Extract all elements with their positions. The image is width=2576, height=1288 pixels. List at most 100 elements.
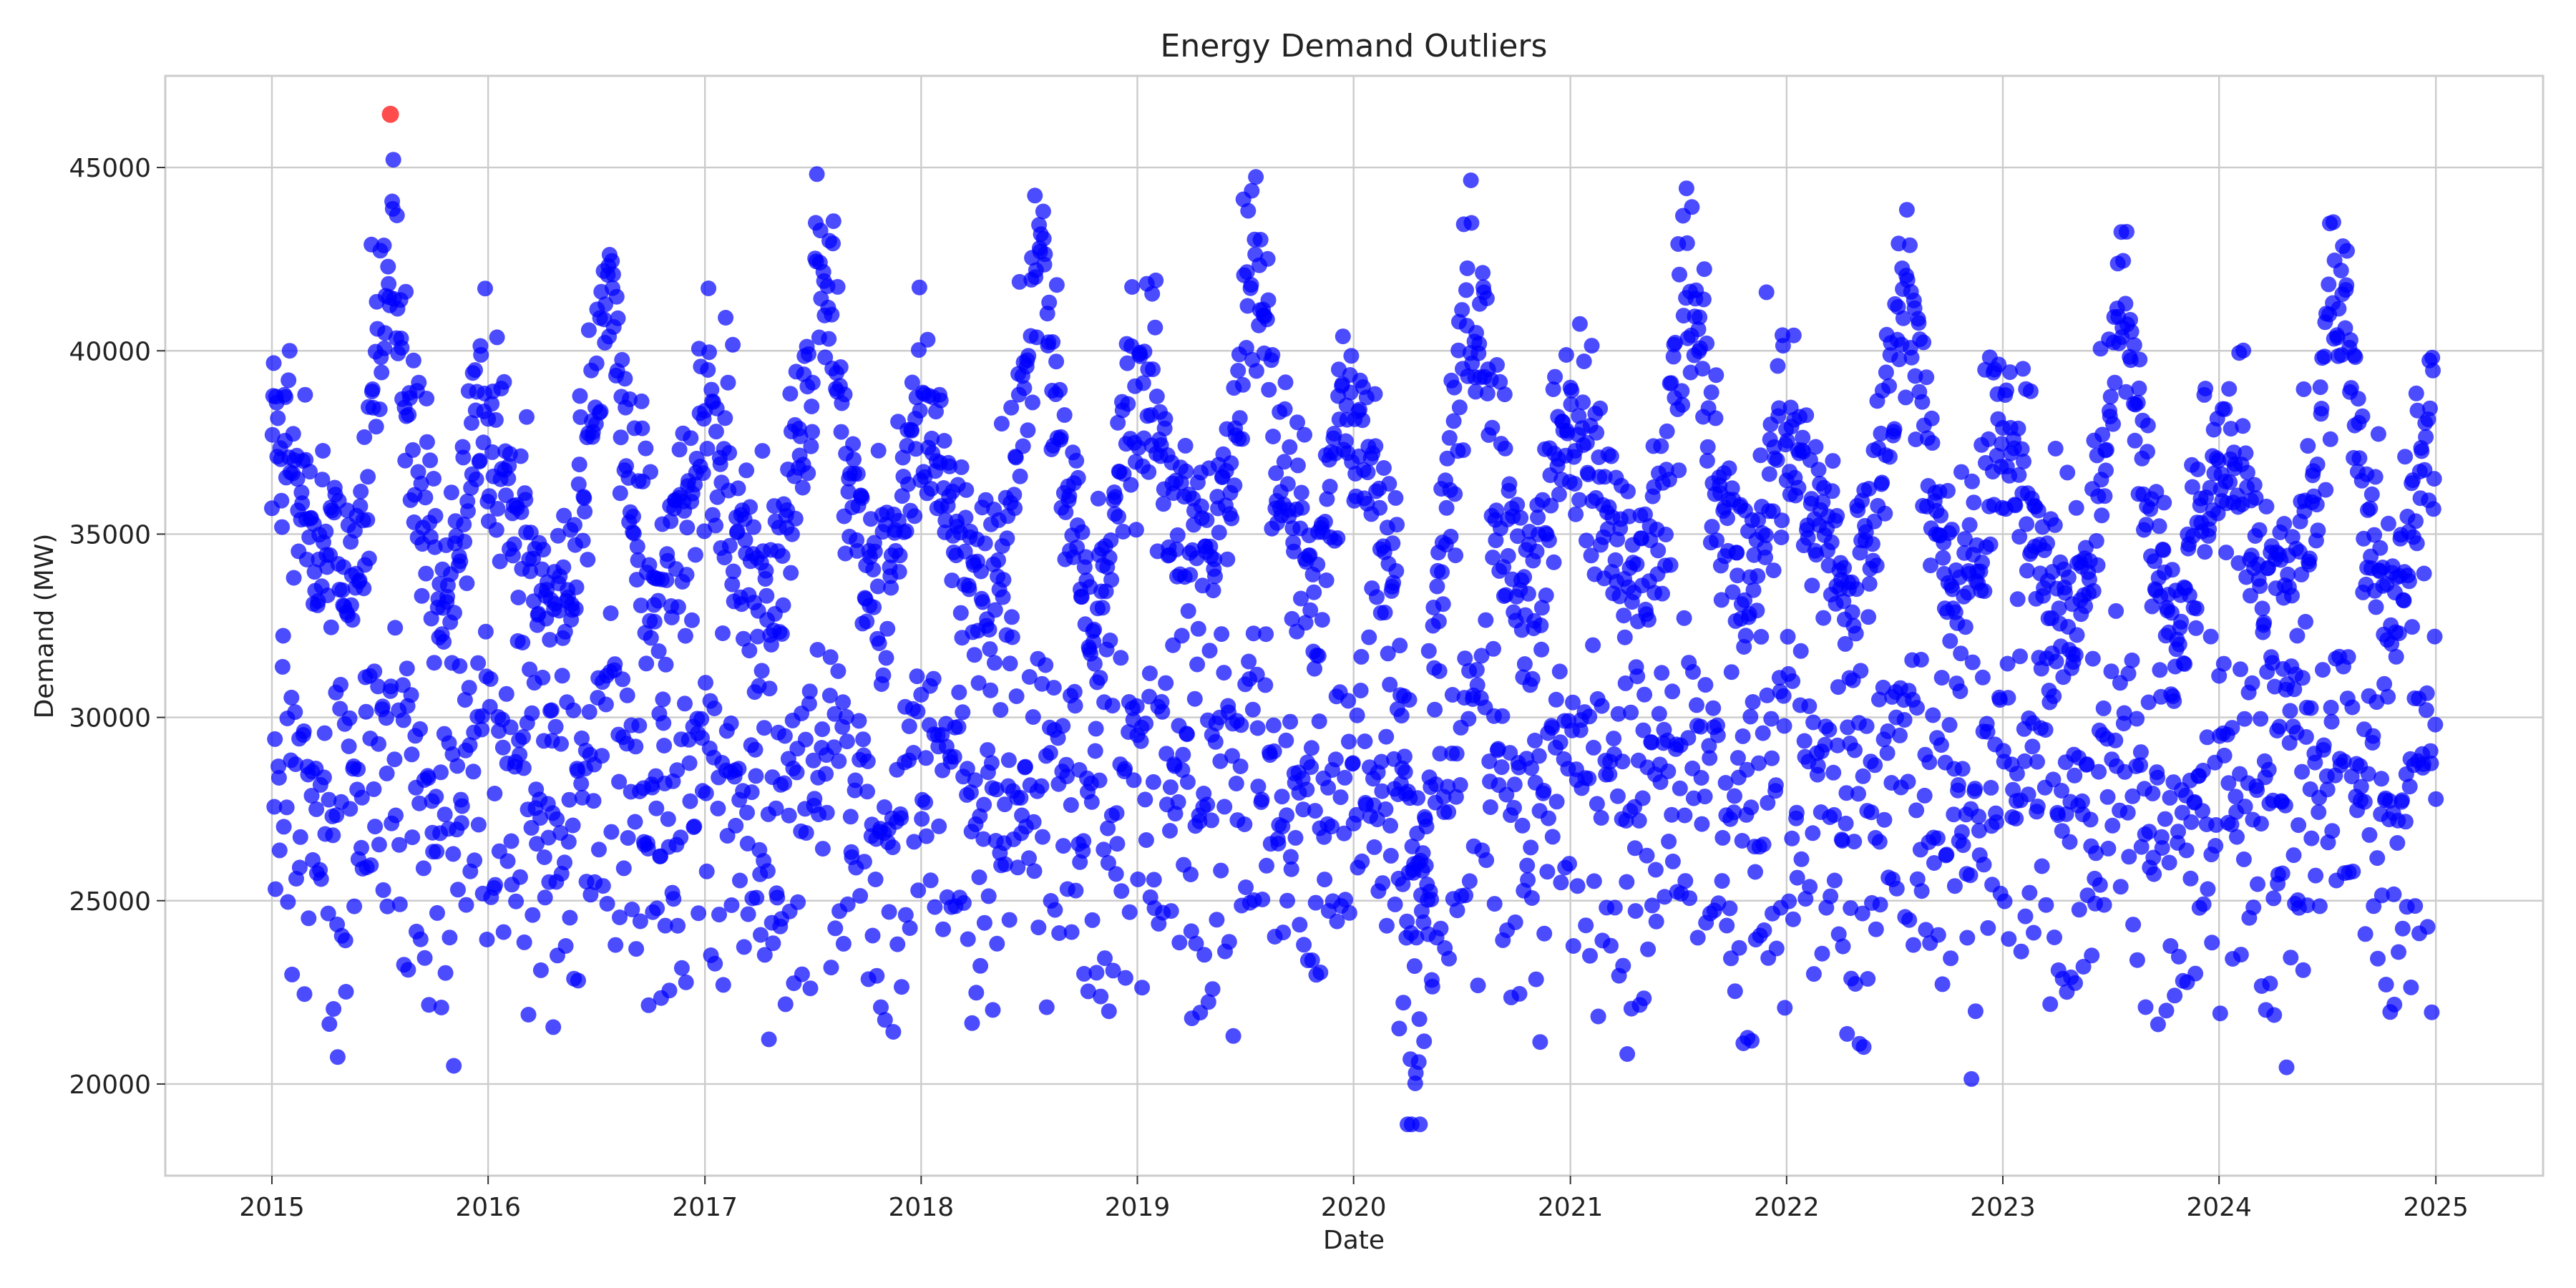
- data-point: [1382, 817, 1398, 834]
- data-point: [352, 498, 369, 514]
- data-point: [1858, 524, 1874, 540]
- data-point: [774, 625, 790, 642]
- data-point: [487, 877, 504, 893]
- data-point: [1113, 883, 1130, 899]
- data-point: [1485, 640, 1501, 657]
- data-point: [975, 831, 992, 847]
- data-point: [1329, 913, 1345, 930]
- data-point: [1092, 670, 1108, 686]
- data-point: [2260, 761, 2277, 778]
- data-point: [2204, 935, 2220, 951]
- data-point: [2208, 816, 2224, 833]
- data-point: [1061, 488, 1078, 504]
- data-point: [450, 882, 466, 898]
- data-point: [2266, 1007, 2283, 1023]
- data-point: [1257, 677, 1274, 693]
- data-point: [677, 628, 693, 644]
- data-point: [1204, 981, 1221, 997]
- data-point: [679, 519, 696, 536]
- data-point: [1196, 947, 1213, 963]
- data-point: [756, 947, 773, 963]
- data-point: [2112, 879, 2129, 895]
- data-point: [1008, 449, 1024, 466]
- x-tick-label: 2018: [889, 1193, 955, 1222]
- x-tick-label: 2025: [2403, 1193, 2469, 1222]
- data-point: [2184, 479, 2200, 495]
- data-point: [2391, 944, 2406, 960]
- data-point: [677, 696, 693, 712]
- data-point: [366, 781, 382, 797]
- data-point: [2019, 562, 2035, 579]
- data-point: [1299, 781, 1315, 798]
- data-point: [2339, 243, 2355, 259]
- data-point: [1260, 292, 1277, 308]
- data-point: [1463, 215, 1480, 231]
- data-point: [529, 836, 545, 852]
- data-point: [864, 927, 881, 944]
- data-point: [736, 939, 752, 955]
- data-point: [1307, 660, 1322, 677]
- outlier-points: [381, 105, 399, 123]
- data-point: [2162, 938, 2179, 954]
- data-point: [1033, 778, 1050, 794]
- data-point: [1672, 266, 1687, 283]
- data-point: [2067, 647, 2084, 663]
- data-point: [889, 936, 906, 952]
- data-point: [597, 296, 614, 313]
- data-point: [2152, 662, 2168, 678]
- data-point: [712, 456, 728, 472]
- data-point: [2167, 987, 2183, 1004]
- data-point: [2408, 385, 2424, 401]
- data-point: [1860, 609, 1877, 625]
- data-point: [1448, 789, 1464, 805]
- data-point: [638, 655, 655, 672]
- data-point: [280, 372, 297, 389]
- data-point: [2397, 449, 2414, 465]
- data-point: [1895, 310, 1911, 326]
- data-point: [995, 589, 1011, 605]
- data-point: [2210, 505, 2226, 522]
- data-point: [1830, 926, 1847, 942]
- data-point: [306, 564, 323, 580]
- data-point: [1016, 380, 1033, 396]
- data-point: [1547, 369, 1563, 385]
- data-point: [885, 1024, 902, 1040]
- data-point: [1088, 721, 1104, 737]
- data-point: [2347, 349, 2363, 365]
- data-point: [1976, 583, 1993, 600]
- data-point: [1933, 507, 1949, 524]
- data-point: [1372, 499, 1388, 516]
- data-point: [1971, 822, 1987, 839]
- data-point: [2102, 389, 2119, 405]
- data-point: [2021, 884, 2038, 901]
- data-point: [2338, 277, 2355, 293]
- data-point: [1277, 401, 1293, 417]
- data-point: [1983, 779, 1999, 796]
- data-point: [1592, 400, 1609, 416]
- data-point: [1513, 622, 1530, 638]
- data-point: [2258, 498, 2275, 514]
- data-point: [1041, 294, 1058, 311]
- data-point: [1314, 612, 1330, 628]
- data-point: [2015, 361, 2031, 377]
- data-point: [1292, 917, 1308, 933]
- data-point: [2098, 441, 2114, 458]
- data-point: [1471, 336, 1488, 352]
- data-point: [1788, 804, 1805, 821]
- data-point: [1431, 663, 1448, 679]
- data-point: [1709, 532, 1725, 548]
- data-point: [315, 443, 331, 459]
- data-point: [830, 663, 847, 679]
- data-point: [2124, 652, 2140, 668]
- data-point: [280, 894, 296, 910]
- data-point: [701, 280, 717, 296]
- data-point: [2408, 513, 2424, 530]
- data-point: [1679, 235, 1695, 251]
- data-point: [640, 841, 656, 857]
- data-point: [1294, 499, 1310, 516]
- data-point: [1545, 381, 1561, 397]
- data-point: [470, 816, 487, 833]
- data-point: [385, 152, 401, 168]
- data-point: [1823, 534, 1840, 550]
- data-point: [787, 510, 804, 527]
